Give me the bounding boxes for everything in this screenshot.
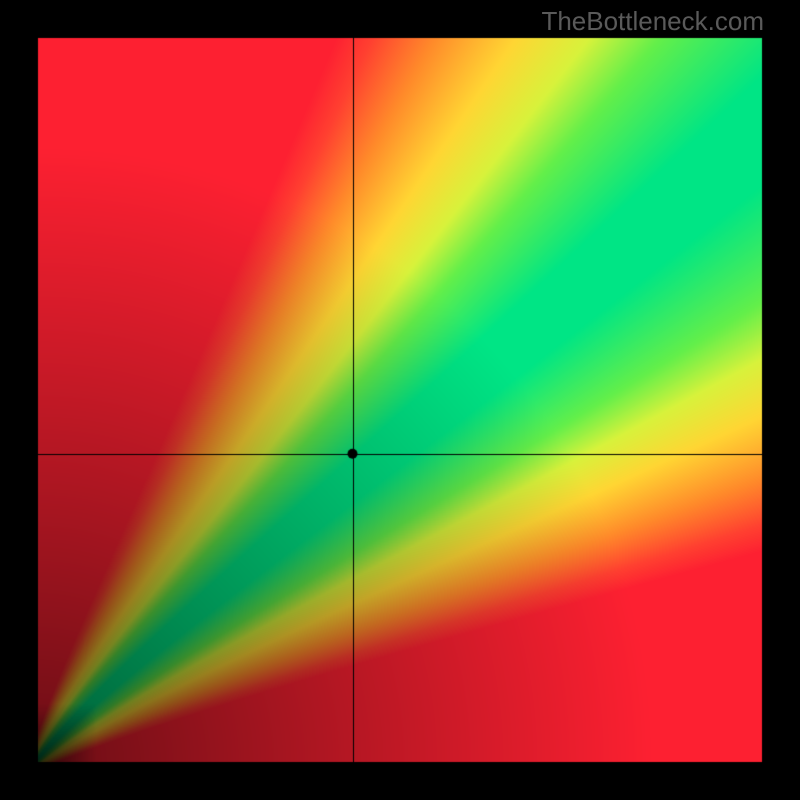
watermark-text: TheBottleneck.com — [541, 6, 764, 37]
bottleneck-heatmap — [0, 0, 800, 800]
chart-container: TheBottleneck.com — [0, 0, 800, 800]
